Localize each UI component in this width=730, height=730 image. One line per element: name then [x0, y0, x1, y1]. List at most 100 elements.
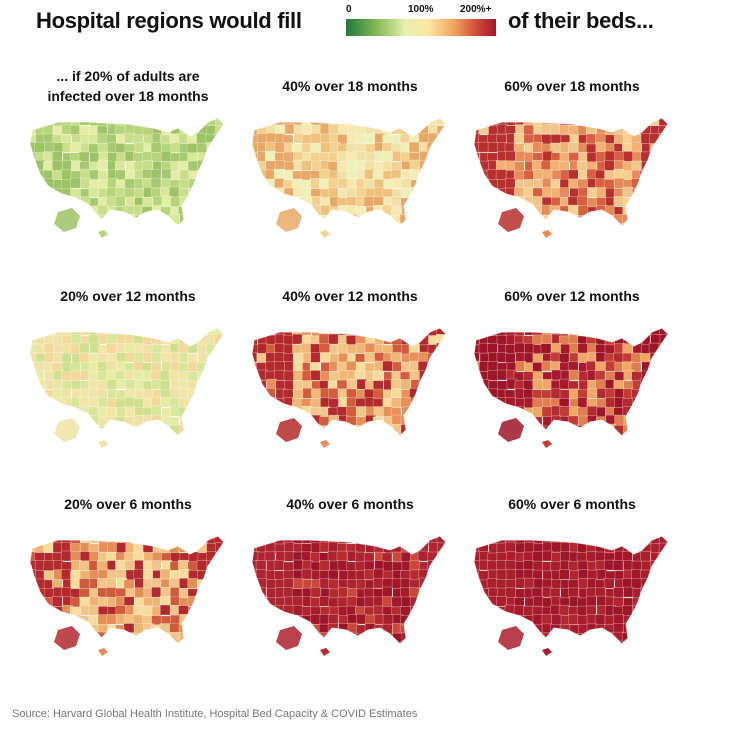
region-cell	[641, 605, 652, 616]
region-cell	[225, 625, 235, 635]
region-cell	[604, 328, 615, 337]
region-cell	[612, 560, 624, 571]
region-cell	[170, 118, 182, 127]
region-cell	[640, 433, 652, 436]
region-cell	[558, 187, 570, 198]
map-panel: 20% over 12 months	[18, 270, 238, 470]
region-cell	[283, 370, 295, 382]
region-cell	[355, 633, 367, 644]
region-cell	[266, 433, 277, 436]
region-cell	[196, 343, 208, 355]
region-cell	[30, 604, 36, 616]
region-cell	[328, 641, 340, 644]
region-cell	[437, 223, 446, 226]
region-cell	[542, 541, 554, 553]
region-cell	[391, 334, 403, 346]
region-cell	[515, 577, 526, 589]
region-cell	[197, 196, 208, 207]
region-cell	[649, 370, 661, 381]
region-cell	[532, 223, 543, 226]
region-cell	[274, 405, 286, 417]
region-cell	[283, 334, 294, 346]
region-cell	[53, 615, 64, 627]
region-cell	[667, 352, 668, 364]
region-cell	[347, 433, 358, 436]
region-cell	[478, 328, 490, 337]
region-cell	[445, 196, 446, 207]
region-cell	[187, 223, 199, 226]
region-cell	[283, 614, 294, 626]
region-cell	[419, 370, 430, 381]
region-cell	[105, 587, 117, 598]
region-cell	[437, 606, 446, 617]
region-cell	[649, 152, 661, 164]
region-cell	[196, 118, 207, 126]
region-cell	[206, 569, 218, 581]
region-cell	[33, 597, 45, 608]
region-cell	[669, 344, 679, 354]
region-cell	[52, 196, 63, 207]
region-cell	[106, 360, 117, 372]
region-cell	[80, 433, 91, 436]
region-cell	[586, 632, 598, 644]
region-cell	[345, 187, 357, 198]
region-cell	[667, 224, 668, 226]
map-panel: 60% over 18 months	[462, 60, 682, 260]
region-cell	[667, 568, 668, 580]
region-cell	[533, 640, 544, 644]
region-cell	[197, 178, 208, 190]
region-cell	[106, 632, 118, 643]
region-cell	[354, 223, 366, 226]
region-cell	[143, 632, 155, 643]
region-cell	[169, 622, 180, 634]
region-cell	[558, 424, 570, 435]
region-cell	[578, 641, 589, 644]
region-cell	[445, 552, 446, 564]
region-cell	[252, 536, 259, 545]
region-cell	[151, 152, 163, 163]
region-cell	[446, 597, 456, 607]
region-cell	[650, 569, 661, 580]
region-cell	[215, 561, 224, 572]
us-choropleth-map	[29, 327, 225, 448]
us-choropleth-map	[473, 117, 669, 238]
region-cell	[659, 142, 668, 154]
region-cell	[107, 213, 118, 225]
chart-title-left: Hospital regions would fill	[36, 8, 302, 33]
region-cell	[89, 596, 100, 607]
region-cell	[264, 633, 276, 644]
region-cell	[373, 118, 384, 127]
region-cell	[150, 578, 162, 589]
region-cell	[356, 215, 368, 226]
region-cell	[659, 424, 668, 435]
region-cell	[614, 536, 625, 544]
region-cell	[436, 342, 446, 354]
alaska-inset	[54, 626, 80, 650]
region-cell	[488, 624, 499, 635]
region-cell	[252, 642, 258, 644]
region-cell	[641, 177, 652, 189]
region-cell	[559, 406, 570, 417]
map-panel: ... if 20% of adults are infected over 18…	[18, 60, 238, 260]
region-cell	[293, 559, 304, 571]
region-cell	[391, 414, 403, 426]
region-cell	[531, 433, 543, 436]
region-cell	[578, 425, 589, 436]
region-cell	[196, 542, 208, 553]
region-cell	[197, 223, 208, 226]
region-cell	[78, 633, 90, 644]
panel-title: 20% over 12 months	[60, 288, 196, 304]
region-cell	[428, 604, 440, 616]
region-cell	[134, 215, 146, 226]
region-cell	[213, 169, 224, 181]
region-cell	[133, 633, 145, 644]
region-cell	[188, 214, 199, 225]
region-cell	[196, 596, 208, 607]
region-cell	[206, 159, 217, 171]
region-cell	[435, 160, 446, 171]
region-cell	[631, 352, 642, 364]
region-cell	[382, 614, 394, 625]
region-cell	[445, 177, 446, 189]
region-cell	[364, 223, 376, 226]
region-cell	[223, 188, 224, 199]
